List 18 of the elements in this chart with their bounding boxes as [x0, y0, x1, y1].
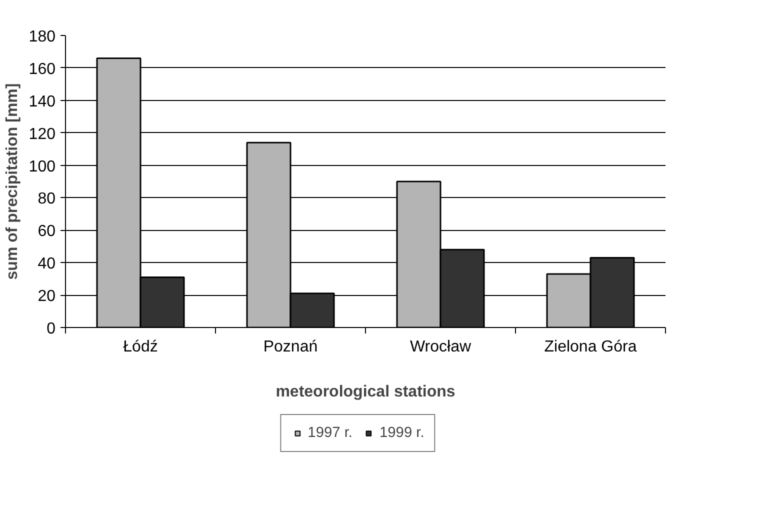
x-tick-label: Poznań [263, 338, 318, 356]
y-axis-title: sum of precipitation [mm] [4, 83, 21, 280]
y-tick-label: 0 [46, 320, 56, 338]
y-tick-label: 60 [38, 223, 56, 240]
y-tick-label: 160 [28, 60, 56, 78]
y-tick-label: 40 [38, 256, 56, 273]
y-tick-label: 120 [28, 126, 56, 143]
y-tick-label: 80 [38, 190, 56, 208]
legend-label: 1997 r. [308, 425, 352, 441]
x-tick-label: Łódź [123, 338, 158, 356]
legend-label: 1999 r. [380, 425, 424, 441]
y-tick-label: 100 [28, 158, 56, 176]
y-tick-label: 180 [28, 28, 56, 46]
x-axis-title: meteorological stations [276, 384, 456, 400]
y-tick-label: 20 [38, 288, 56, 306]
x-tick-label: Zielona Góra [544, 338, 637, 356]
x-tick-label: Wrocław [410, 338, 472, 356]
y-tick-label: 140 [28, 93, 56, 110]
